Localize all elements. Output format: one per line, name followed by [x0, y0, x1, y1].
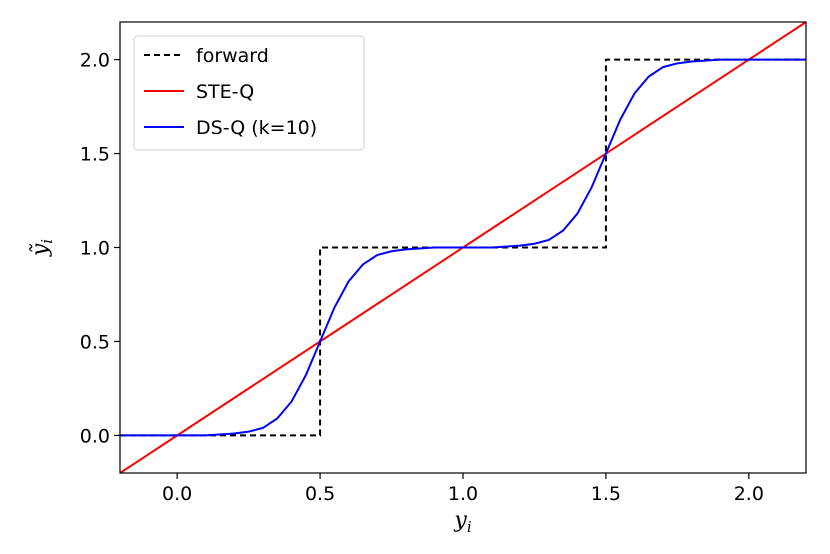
y-tick-label: 1.0	[80, 238, 110, 260]
y-tick-label: 0.5	[80, 331, 110, 353]
x-axis: 0.0 0.5 1.0 1.5 2.0	[162, 473, 764, 505]
legend-label-ds-q-k-10: DS-Q (k=10)	[196, 117, 317, 139]
x-tick-label: 2.0	[734, 483, 764, 505]
series-layer	[120, 22, 806, 473]
x-tick-label: 1.5	[591, 483, 621, 505]
y-axis: 0.0 0.5 1.0 1.5 2.0	[80, 50, 120, 447]
legend-label-forward: forward	[196, 45, 269, 67]
y-tick-label: 1.5	[80, 144, 110, 166]
y-tick-label: 0.0	[80, 425, 110, 447]
legend-box	[133, 35, 365, 151]
x-tick-label: 0.5	[305, 483, 335, 505]
legend: forward STE-Q DS-Q (k=10)	[133, 35, 365, 151]
x-tick-label: 1.0	[448, 483, 478, 505]
x-axis-label: yi	[453, 508, 471, 536]
series-line-ds-q-k-10	[120, 58, 806, 437]
plot-area: 0.0 0.5 1.0 1.5 2.0 0.0 0.5 1.0 1.5 2.0	[80, 21, 807, 505]
y-tick-label: 2.0	[80, 50, 110, 72]
y-axis-label: ỹi	[28, 239, 56, 257]
legend-label-ste-q: STE-Q	[196, 81, 254, 103]
x-tick-label: 0.0	[162, 483, 192, 505]
